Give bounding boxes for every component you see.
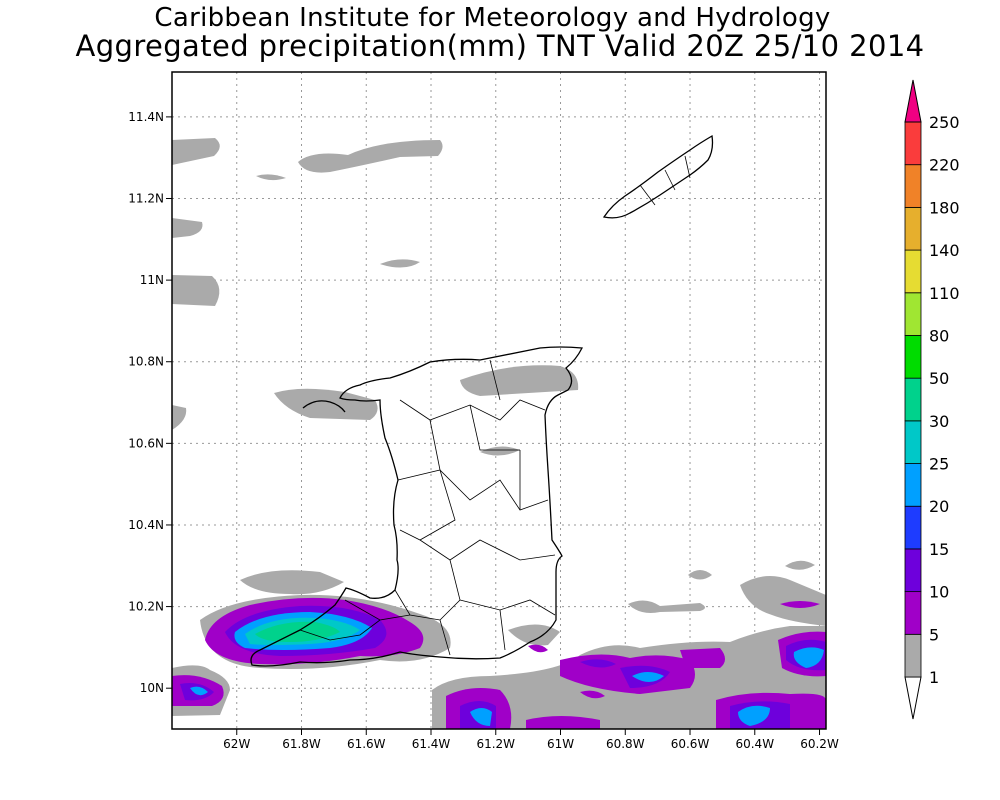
precip-area [172, 138, 220, 165]
y-tick-label: 11N [140, 273, 164, 287]
colorbar-label: 1 [929, 668, 939, 687]
precip-area [738, 705, 770, 726]
x-tick-label: 61.8W [282, 737, 321, 751]
precip-area [190, 686, 208, 696]
y-axis: 10N 10.2N 10.4N 10.6N 10.8N 11N 11.2N 11.4N [128, 110, 172, 695]
x-tick-label: 62W [223, 737, 250, 751]
colorbar-label: 140 [929, 241, 960, 260]
colorbar-swatch [904, 335, 922, 379]
colorbar-arrow-low [904, 676, 922, 720]
colorbar-swatch [904, 121, 922, 166]
colorbar-label: 15 [929, 540, 949, 559]
y-tick-label: 10N [140, 681, 164, 695]
tobago-coastline [602, 134, 714, 219]
y-tick-label: 10.4N [128, 518, 164, 532]
colorbar-swatch [904, 633, 922, 678]
y-tick-label: 11.2N [128, 192, 164, 206]
precip-area [256, 174, 286, 181]
chart-title: Caribbean Institute for Meteorology and … [154, 3, 831, 33]
x-tick-label: 61.2W [476, 737, 515, 751]
colorbar-swatch [904, 548, 922, 593]
admin-boundaries [299, 155, 691, 656]
colorbar-swatch [904, 591, 922, 635]
x-axis: 62W 61.8W 61.6W 61.4W 61.2W 61W 60.8W 60.6W 60.4… [223, 729, 839, 751]
x-tick-label: 61W [547, 737, 574, 751]
colorbar-swatch [904, 420, 922, 464]
trinidad-coastline [250, 346, 584, 667]
precip-area [298, 140, 443, 173]
x-tick-label: 60.4W [735, 737, 774, 751]
colorbar-label: 30 [929, 412, 949, 431]
precip-area [793, 647, 824, 668]
colorbar-swatch [904, 249, 922, 294]
colorbar-label: 20 [929, 497, 949, 516]
colorbar-label: 10 [929, 583, 949, 602]
trinidad-northwest-tip [302, 400, 346, 413]
precip-area [172, 218, 203, 238]
x-tick-label: 60.8W [606, 737, 645, 751]
x-tick-label: 61.4W [412, 737, 451, 751]
precip-area [172, 275, 220, 306]
precip-area [480, 446, 520, 456]
precip-area [470, 708, 492, 726]
precip-area [785, 560, 815, 570]
y-tick-label: 10.8N [128, 355, 164, 369]
y-tick-label: 10.6N [128, 436, 164, 450]
precip-area [526, 716, 600, 729]
precip-area [380, 259, 420, 268]
precip-area [172, 405, 187, 430]
colorbar-swatch [904, 206, 922, 251]
precip-area [628, 600, 705, 613]
x-tick-label: 61.6W [347, 737, 386, 751]
x-tick-label: 60.2W [800, 737, 839, 751]
precip-fields [172, 138, 826, 729]
precip-area [528, 644, 548, 653]
colorbar-swatch [904, 164, 922, 208]
precip-area [460, 365, 579, 396]
x-tick-label: 60.6W [671, 737, 710, 751]
colorbar-arrow-high [904, 79, 922, 123]
colorbar-label: 220 [929, 156, 960, 175]
precip-area [780, 601, 820, 608]
chart-subtitle: Aggregated precipitation(mm) TNT Valid 2… [75, 29, 925, 63]
plot-frame [171, 71, 827, 730]
y-tick-label: 11.4N [128, 110, 164, 124]
precip-area [240, 570, 344, 595]
colorbar-label: 80 [929, 326, 949, 345]
precip-area [274, 388, 378, 420]
colorbar-label: 25 [929, 455, 949, 474]
coastlines [250, 134, 714, 667]
colorbar-swatch [904, 292, 922, 336]
precip-area [688, 570, 712, 580]
precip-area [580, 690, 605, 699]
colorbar-label: 250 [929, 113, 960, 132]
colorbar-swatch [904, 463, 922, 507]
y-tick-label: 10.2N [128, 600, 164, 614]
colorbar-swatch [904, 505, 922, 550]
precip-area [580, 659, 616, 668]
precip-area [632, 672, 664, 682]
colorbar-label: 5 [929, 625, 939, 644]
precip-area [740, 576, 826, 626]
precip-area [508, 624, 560, 646]
colorbar-label: 50 [929, 369, 949, 388]
colorbar-label: 110 [929, 284, 960, 303]
colorbar-swatch [904, 377, 922, 422]
colorbar-label: 180 [929, 198, 960, 217]
precip-area [680, 648, 725, 668]
